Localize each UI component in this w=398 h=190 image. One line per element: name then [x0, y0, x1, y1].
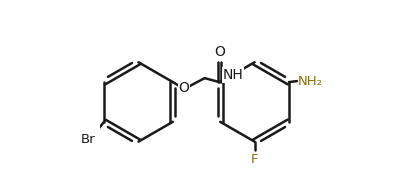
Text: O: O: [214, 45, 225, 59]
Text: O: O: [178, 81, 189, 95]
Text: F: F: [251, 153, 258, 165]
Text: NH₂: NH₂: [298, 75, 323, 88]
Text: Br: Br: [80, 133, 95, 146]
Text: NH: NH: [223, 68, 244, 82]
